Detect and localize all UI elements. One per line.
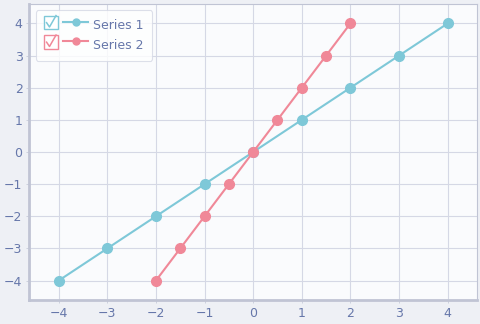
Legend: Series 1, Series 2: Series 1, Series 2 <box>36 10 152 61</box>
